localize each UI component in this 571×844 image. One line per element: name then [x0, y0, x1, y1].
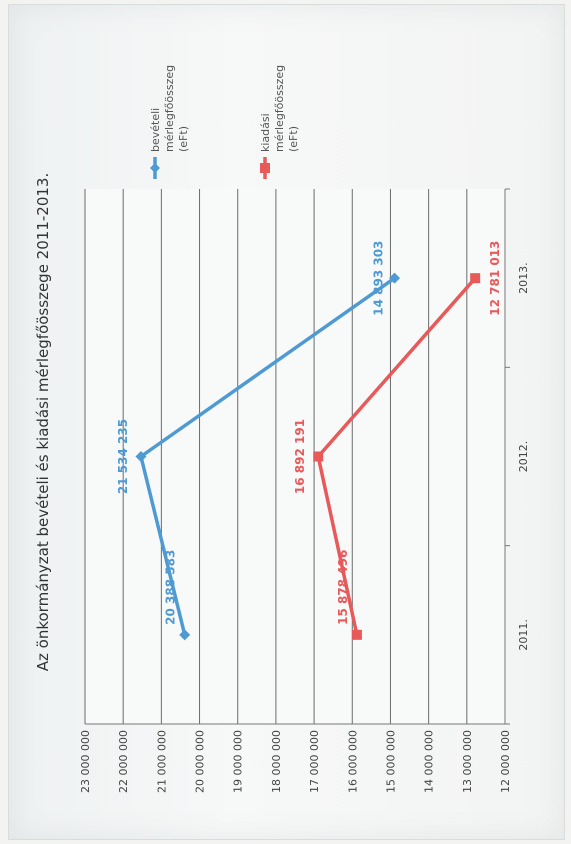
y-tick-label: 18 000 000	[270, 730, 283, 793]
data-label: 21 534 235	[116, 419, 130, 494]
plot-area: 12 000 000 13 000 000 14 000 000 15 000 000…	[79, 188, 530, 793]
plot-background	[85, 189, 505, 724]
legend-label: kiadási	[259, 113, 272, 152]
data-point	[351, 629, 362, 640]
y-tick-label: 19 000 000	[232, 730, 245, 793]
legend: bevételi mérlegfőösszeg (eFt) kiadási mérleg…	[149, 65, 300, 179]
data-label: 12 781 013	[488, 241, 502, 316]
legend-marker	[150, 163, 160, 173]
data-label: 15 878 496	[336, 550, 350, 625]
y-tick-label: 23 000 000	[79, 730, 92, 793]
x-tick-label: 2011.	[517, 619, 530, 651]
legend-label: mérlegfőösszeg	[163, 65, 176, 152]
data-point	[389, 272, 401, 284]
data-point	[470, 273, 481, 284]
data-point	[135, 451, 147, 462]
legend-item: kiadási mérlegfőösszeg (eFt)	[259, 65, 300, 179]
data-label: 16 892 191	[293, 419, 307, 494]
data-point	[313, 451, 324, 462]
y-tick-label: 21 000 000	[155, 730, 168, 793]
legend-label: (eFt)	[287, 126, 300, 152]
legend-item: bevételi mérlegfőösszeg (eFt)	[149, 65, 190, 179]
y-tick-label: 13 000 000	[461, 730, 474, 793]
y-tick-label: 17 000 000	[308, 730, 321, 793]
x-tick-label: 2013.	[517, 262, 530, 294]
legend-label: mérlegfőösszeg	[273, 65, 286, 152]
data-label: 14 893 303	[372, 241, 386, 316]
y-tick-label: 16 000 000	[346, 730, 359, 793]
legend-marker	[260, 163, 270, 173]
x-tick-label: 2012.	[517, 441, 530, 473]
legend-label: (eFt)	[177, 126, 190, 152]
data-label: 20 388 583	[164, 550, 178, 625]
y-tick-label: 22 000 000	[117, 730, 130, 793]
legend-label: bevételi	[149, 108, 162, 152]
chart-title: Az önkormányzat bevételi és kiadási mérl…	[34, 173, 52, 671]
y-tick-label: 20 000 000	[194, 730, 207, 793]
y-tick-label: 15 000 000	[384, 730, 397, 793]
y-tick-label: 14 000 000	[423, 730, 436, 793]
y-tick-label: 12 000 000	[499, 730, 512, 793]
